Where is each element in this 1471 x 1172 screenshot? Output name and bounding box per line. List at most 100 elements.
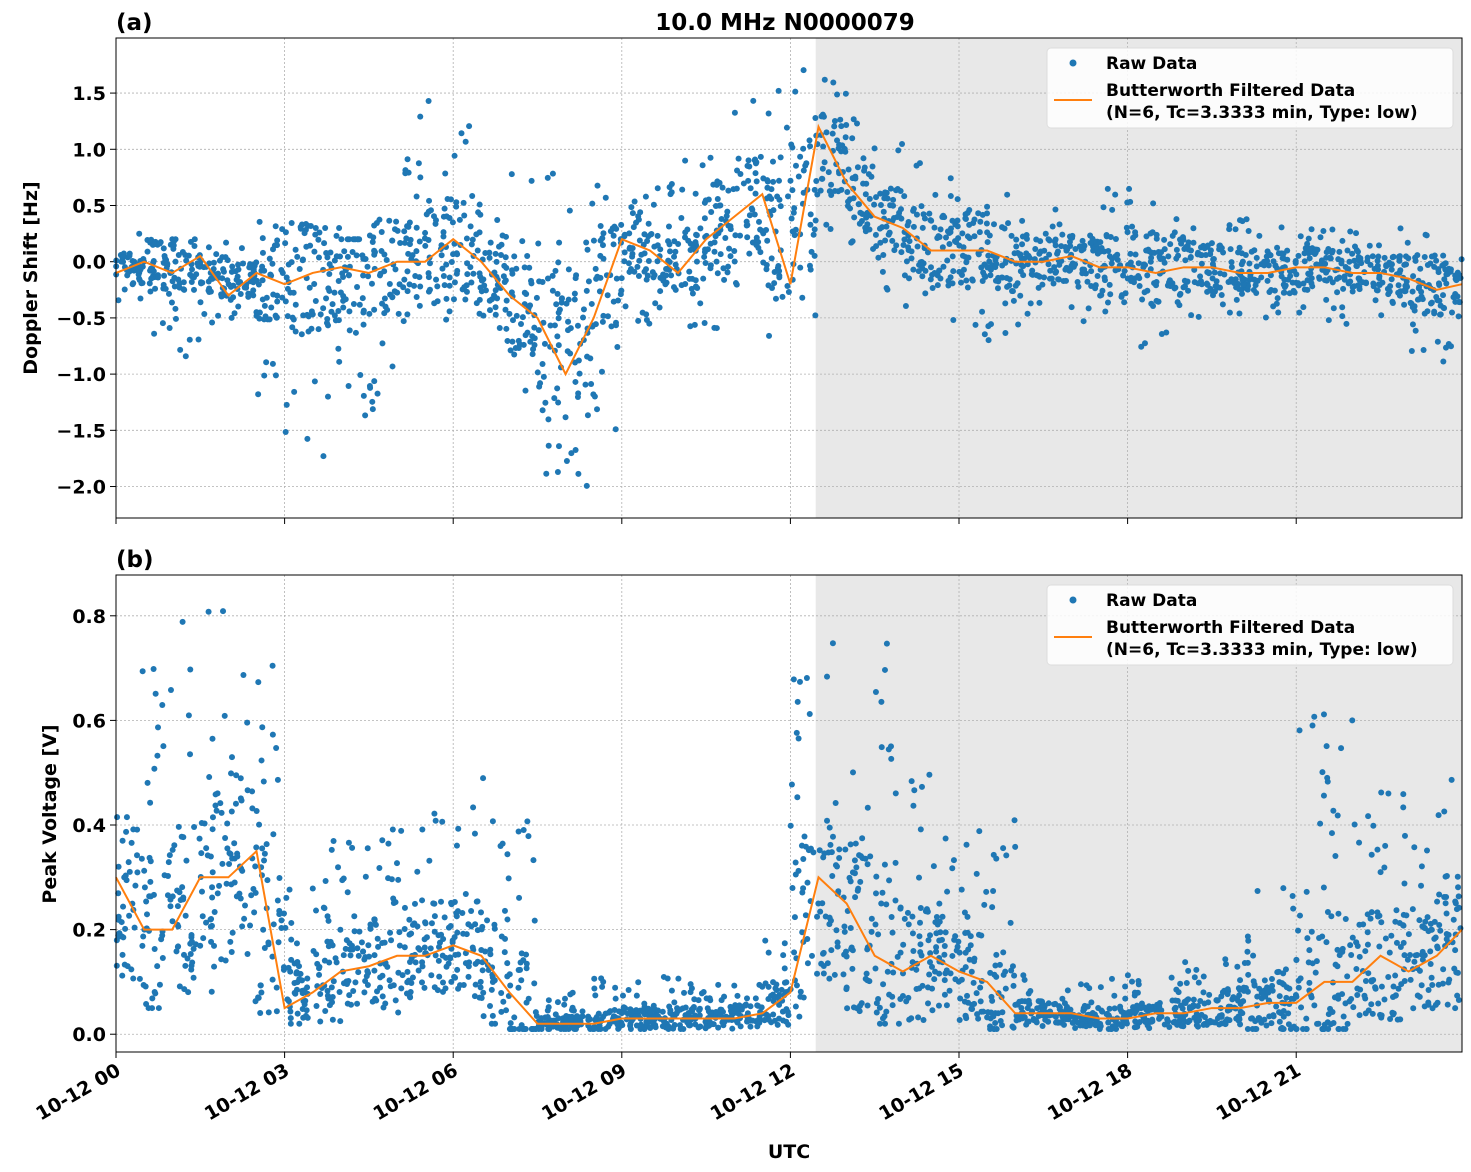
raw-data-point: [1081, 266, 1088, 273]
raw-data-point: [691, 996, 698, 1003]
raw-data-point: [764, 237, 771, 244]
raw-data-point: [441, 205, 448, 212]
raw-data-point: [569, 1004, 576, 1011]
raw-data-point: [275, 939, 282, 946]
raw-data-point: [693, 258, 700, 265]
raw-data-point: [810, 231, 817, 238]
raw-data-point: [455, 825, 462, 832]
raw-data-point: [1425, 928, 1432, 935]
raw-data-point: [1292, 257, 1299, 264]
raw-data-point: [1185, 967, 1192, 974]
raw-data-point: [1072, 261, 1079, 268]
raw-data-point: [895, 147, 902, 154]
raw-data-point: [711, 248, 718, 255]
raw-data-point: [621, 231, 628, 238]
raw-data-point: [1267, 272, 1274, 279]
raw-data-point: [371, 952, 378, 959]
raw-data-point: [558, 295, 565, 302]
raw-data-point: [160, 743, 167, 750]
raw-data-point: [365, 953, 372, 960]
raw-data-point: [544, 1007, 551, 1014]
raw-data-point: [337, 926, 344, 933]
raw-data-point: [588, 300, 595, 307]
raw-data-point: [647, 1024, 654, 1031]
raw-data-point: [965, 999, 972, 1006]
raw-data-point: [1238, 261, 1245, 268]
raw-data-point: [231, 879, 238, 886]
raw-data-point: [797, 153, 804, 160]
raw-data-point: [551, 395, 558, 402]
raw-data-point: [513, 265, 520, 272]
raw-data-point: [301, 230, 308, 237]
raw-data-point: [1153, 278, 1160, 285]
raw-data-point: [711, 324, 718, 331]
raw-data-point: [549, 272, 556, 279]
raw-data-point: [1334, 289, 1341, 296]
raw-data-point: [1388, 266, 1395, 273]
raw-data-point: [544, 1014, 551, 1021]
raw-data-point: [371, 967, 378, 974]
raw-data-point: [299, 257, 306, 264]
raw-data-point: [294, 959, 301, 966]
raw-data-point: [682, 157, 689, 164]
raw-data-point: [476, 229, 483, 236]
raw-data-point: [1105, 247, 1112, 254]
raw-data-point: [169, 278, 176, 285]
raw-data-point: [645, 258, 652, 265]
raw-data-point: [960, 244, 967, 251]
raw-data-point: [469, 192, 476, 199]
raw-data-point: [1378, 919, 1385, 926]
raw-data-point: [746, 212, 753, 219]
raw-data-point: [403, 990, 410, 997]
raw-data-point: [1261, 1016, 1268, 1023]
raw-data-point: [562, 414, 569, 421]
raw-data-point: [1062, 266, 1069, 273]
raw-data-point: [990, 888, 997, 895]
raw-data-point: [613, 275, 620, 282]
raw-data-point: [959, 252, 966, 259]
raw-data-point: [180, 896, 187, 903]
raw-data-point: [340, 273, 347, 280]
raw-data-point: [166, 325, 173, 332]
raw-data-point: [618, 287, 625, 294]
raw-data-point: [1153, 297, 1160, 304]
raw-data-point: [354, 945, 361, 952]
raw-data-point: [1004, 191, 1011, 198]
raw-data-point: [790, 676, 797, 683]
raw-data-point: [933, 913, 940, 920]
raw-data-point: [326, 287, 333, 294]
raw-data-point: [425, 237, 432, 244]
raw-data-point: [1421, 254, 1428, 261]
raw-data-point: [853, 864, 860, 871]
raw-data-point: [542, 399, 549, 406]
raw-data-point: [958, 279, 965, 286]
raw-data-point: [543, 470, 550, 477]
raw-data-point: [532, 1009, 539, 1016]
raw-data-point: [867, 853, 874, 860]
raw-data-point: [813, 178, 820, 185]
raw-data-point: [906, 238, 913, 245]
raw-data-point: [1147, 230, 1154, 237]
raw-data-point: [753, 241, 760, 248]
raw-data-point: [427, 207, 434, 214]
raw-data-point: [857, 878, 864, 885]
raw-data-point: [565, 318, 572, 325]
raw-data-point: [1349, 250, 1356, 257]
raw-data-point: [307, 223, 314, 230]
raw-data-point: [301, 1001, 308, 1008]
raw-data-point: [1268, 975, 1275, 982]
raw-data-point: [686, 275, 693, 282]
raw-data-point: [360, 392, 367, 399]
raw-data-point: [269, 260, 276, 267]
raw-data-point: [641, 268, 648, 275]
raw-data-point: [252, 863, 259, 870]
raw-data-point: [861, 167, 868, 174]
raw-data-point: [1343, 320, 1350, 327]
raw-data-point: [152, 690, 159, 697]
raw-data-point: [878, 698, 885, 705]
raw-data-point: [1228, 259, 1235, 266]
raw-data-point: [1295, 282, 1302, 289]
raw-data-point: [419, 826, 426, 833]
raw-data-point: [507, 982, 514, 989]
raw-data-point: [1455, 893, 1462, 900]
